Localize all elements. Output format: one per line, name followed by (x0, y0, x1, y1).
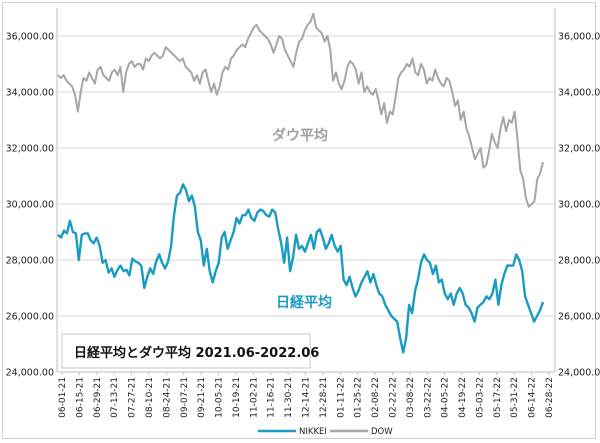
x-tick-label: 09-21-21 (197, 377, 207, 418)
y-tick-right: 34,000.00 (558, 88, 600, 99)
legend-label-dow: DOW (371, 427, 393, 437)
series-lines (57, 12, 545, 354)
title-box-border (61, 333, 311, 369)
x-tick-label: 10-05-21 (215, 377, 225, 418)
x-tick-label: 05-31-22 (510, 377, 520, 418)
y-tick-right: 36,000.00 (558, 32, 600, 43)
x-tick-label: 02-22-22 (388, 377, 398, 418)
dow-series-annotation: ダウ平均 (272, 127, 328, 144)
x-tick-label: 05-03-22 (475, 377, 485, 418)
x-tick-label: 01-25-22 (354, 377, 364, 418)
x-tick-label: 06-15-21 (75, 377, 85, 418)
x-axis-ticks: 06-01-21 06-15-21 06-29-21 07-13-21 07-27-21… (58, 372, 555, 418)
x-tick-label: 07-27-21 (128, 377, 138, 418)
x-tick-label: 11-16-21 (267, 377, 277, 418)
y-tick-left: 26,000.00 (6, 312, 54, 323)
x-tick-label: 06-01-21 (58, 377, 68, 418)
grid-lines (57, 35, 555, 373)
x-tick-label: 11-30-21 (284, 377, 294, 418)
x-tick-label: 10-19-21 (232, 377, 242, 418)
x-tick-label: 05-17-22 (493, 377, 503, 418)
x-tick-label: 04-05-22 (441, 377, 451, 418)
y-tick-left: 36,000.00 (6, 32, 54, 43)
x-tick-label: 03-08-22 (406, 377, 416, 418)
x-tick-label: 12-28-21 (319, 377, 329, 418)
x-tick-label: 01-11-22 (336, 377, 346, 418)
y-tick-left: 34,000.00 (6, 88, 54, 99)
y-tick-left: 30,000.00 (6, 200, 54, 211)
y-tick-right: 32,000.00 (558, 144, 600, 155)
series-line-nikkei (57, 183, 545, 354)
x-tick-label: 06-28-22 (545, 377, 555, 418)
y-tick-left: 24,000.00 (6, 368, 54, 379)
x-tick-label: 08-24-21 (162, 377, 172, 418)
legend: NIKKEI DOW (258, 427, 393, 437)
y-tick-right: 28,000.00 (558, 256, 600, 267)
x-tick-label: 06-29-21 (93, 377, 103, 418)
x-tick-label: 09-07-21 (180, 377, 190, 418)
y-tick-left: 32,000.00 (6, 144, 54, 155)
y-tick-right: 30,000.00 (558, 200, 600, 211)
x-tick-label: 03-22-22 (423, 377, 433, 418)
x-tick-label: 08-10-21 (145, 377, 155, 418)
x-tick-label: 04-19-22 (458, 377, 468, 418)
y-tick-right: 24,000.00 (558, 368, 600, 379)
series-line-dow (57, 12, 544, 208)
y-tick-right: 26,000.00 (558, 312, 600, 323)
x-tick-label: 07-13-21 (110, 377, 120, 418)
x-tick-label: 06-14-22 (528, 377, 538, 418)
x-tick-label: 11-02-21 (249, 377, 259, 418)
y-axis-right-ticks: 24,000.00 26,000.00 28,000.00 30,000.00 32,0… (558, 32, 600, 379)
y-axis-left-ticks: 24,000.00 26,000.00 28,000.00 30,000.00 32,0… (6, 32, 54, 379)
x-tick-label: 02-08-22 (371, 377, 381, 418)
y-tick-left: 28,000.00 (6, 256, 54, 267)
nikkei-series-annotation: 日経平均 (276, 294, 332, 311)
legend-label-nikkei: NIKKEI (299, 427, 327, 437)
x-tick-label: 12-14-21 (302, 377, 312, 418)
title-box: 日経平均とダウ平均 2021.06-2022.06 (61, 333, 319, 369)
chart-title: 日経平均とダウ平均 2021.06-2022.06 (74, 345, 319, 361)
